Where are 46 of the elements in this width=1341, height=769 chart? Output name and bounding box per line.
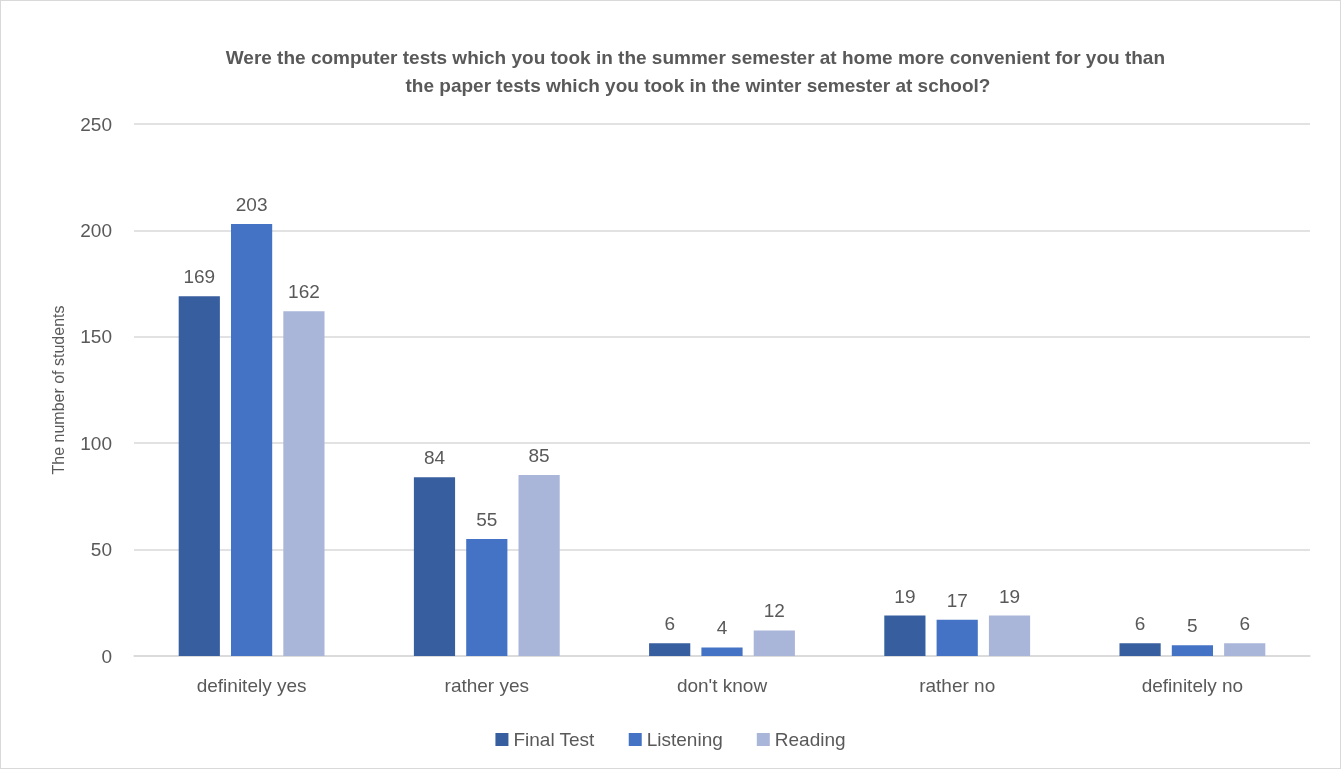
bar — [1119, 643, 1161, 656]
bar — [988, 615, 1031, 656]
bar — [413, 477, 456, 656]
bar — [649, 643, 691, 656]
y-tick-label: 150 — [80, 326, 112, 348]
x-tick-label: rather no — [919, 675, 996, 696]
x-tick-label: definitely yes — [196, 675, 307, 696]
legend-label: Reading — [774, 729, 846, 750]
bar — [518, 475, 560, 656]
data-label: 203 — [235, 194, 268, 216]
data-label: 12 — [763, 600, 785, 622]
x-tick-label: rather yes — [444, 675, 530, 696]
data-label: 6 — [664, 613, 675, 635]
bar — [231, 224, 273, 656]
y-tick-label: 0 — [101, 645, 112, 667]
data-label: 17 — [946, 589, 968, 611]
x-tick-label: definitely no — [1141, 675, 1244, 696]
y-axis-title: The number of students — [49, 305, 67, 475]
data-label: 5 — [1187, 615, 1198, 637]
data-label: 19 — [998, 585, 1021, 607]
bar — [178, 296, 220, 656]
data-label: 85 — [528, 445, 550, 467]
bar — [466, 538, 508, 656]
data-label: 19 — [894, 585, 916, 607]
y-tick-label: 50 — [90, 539, 112, 561]
data-label: 55 — [476, 508, 498, 530]
chart-title: Were the computer tests which you took in the summer semester at home more convenient for you than the paper tests which you took in the winter semester at school? — [225, 46, 1171, 96]
bar — [1224, 643, 1266, 656]
bar — [283, 311, 325, 656]
data-label: 6 — [1134, 613, 1146, 635]
bar — [1171, 645, 1213, 656]
data-label: 4 — [716, 617, 728, 639]
data-label: 169 — [183, 266, 216, 288]
data-label: 6 — [1239, 613, 1250, 635]
data-label: 162 — [288, 281, 320, 303]
x-tick-label: don't know — [676, 675, 768, 696]
y-tick-label: 200 — [80, 219, 112, 241]
bar — [701, 647, 743, 656]
bar — [884, 615, 926, 656]
legend-label: Listening — [646, 729, 723, 750]
data-label: 84 — [423, 447, 446, 469]
legend-label: Final Test — [513, 729, 596, 750]
y-tick-label: 250 — [80, 113, 112, 135]
y-tick-label: 100 — [80, 432, 112, 454]
bar — [753, 630, 795, 656]
bar — [936, 619, 978, 656]
